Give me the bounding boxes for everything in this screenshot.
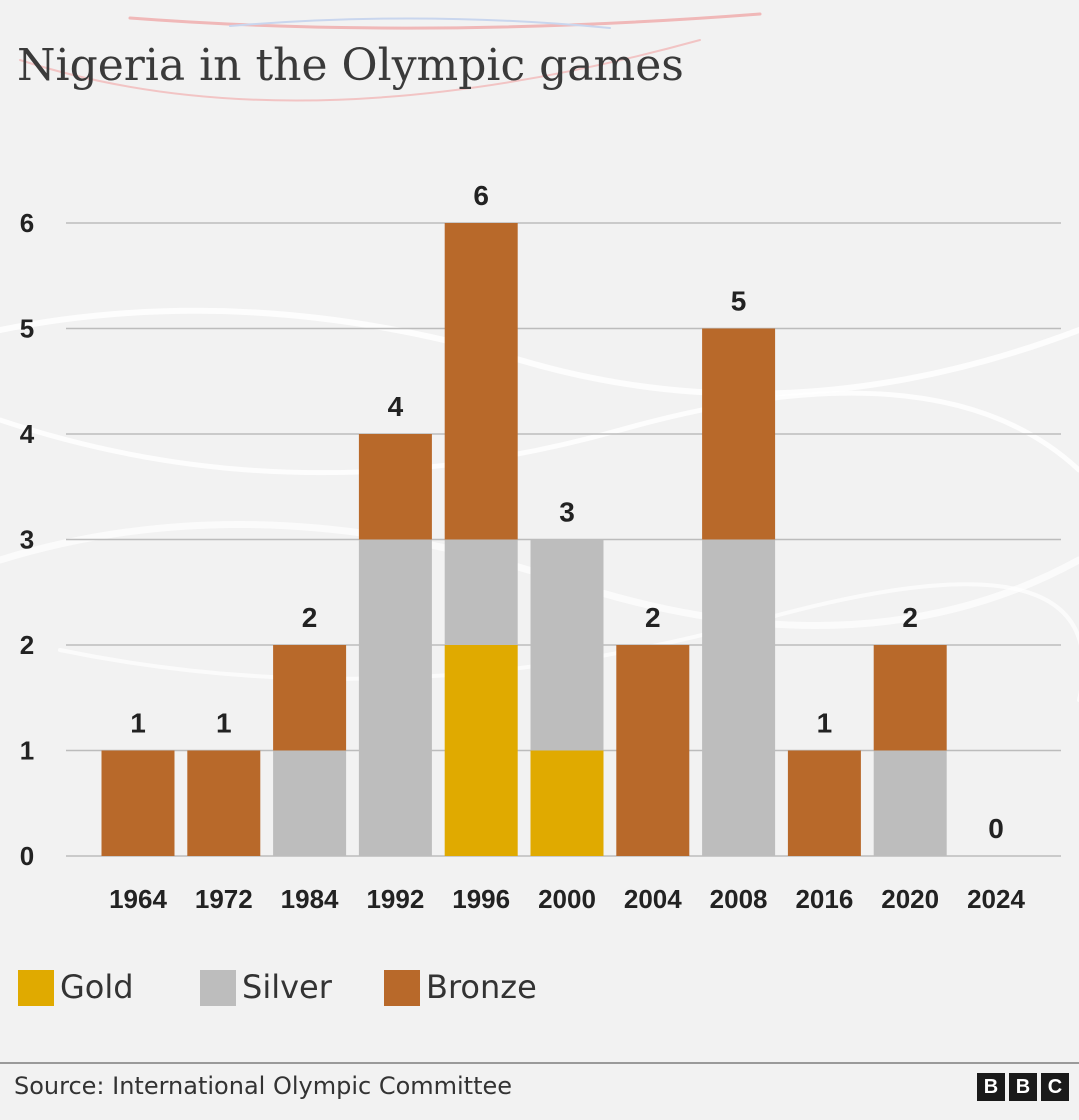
bars [101, 223, 947, 856]
bar-bronze-2016 [787, 750, 861, 856]
bar-gold-1996 [444, 645, 518, 856]
y-axis: 0 1 2 3 4 5 6 [20, 208, 35, 871]
y-tick-label: 1 [20, 736, 34, 766]
x-tick-label: 1972 [195, 884, 253, 914]
bar-bronze-2008 [702, 328, 776, 540]
total-label-1984: 2 [302, 602, 318, 633]
legend-label-bronze: Bronze [426, 968, 537, 1006]
legend-swatch-bronze [384, 970, 420, 1006]
bar-silver-2008 [702, 539, 776, 856]
footer-divider [0, 1062, 1079, 1064]
x-tick-label: 1984 [281, 884, 339, 914]
bar-gold-2000 [530, 750, 604, 856]
total-label-2008: 5 [731, 286, 747, 317]
bar-silver-1984 [273, 750, 347, 856]
logo-letter: B [977, 1073, 1005, 1101]
bar-bronze-2004 [616, 645, 690, 856]
legend-label-gold: Gold [60, 968, 134, 1006]
total-label-2016: 1 [817, 708, 833, 739]
total-label-1992: 4 [388, 391, 404, 422]
total-label-1964: 1 [130, 708, 146, 739]
y-tick-label: 6 [20, 208, 34, 238]
chart-title: Nigeria in the Olympic games [17, 40, 684, 91]
x-tick-label: 2008 [710, 884, 768, 914]
total-labels: 1 1 2 4 6 3 2 5 1 2 0 [130, 180, 1004, 844]
total-label-2020: 2 [902, 602, 918, 633]
bar-bronze-1972 [187, 750, 261, 856]
legend: Gold Silver Bronze [18, 968, 537, 1006]
source-note: Source: International Olympic Committee [14, 1072, 513, 1100]
bar-bronze-1996 [444, 223, 518, 540]
x-tick-label: 1996 [452, 884, 510, 914]
total-label-2000: 3 [559, 497, 575, 528]
legend-label-silver: Silver [242, 968, 333, 1006]
y-tick-label: 5 [20, 314, 34, 344]
x-tick-label: 2016 [795, 884, 853, 914]
x-tick-label: 1992 [366, 884, 424, 914]
bar-bronze-1964 [101, 750, 175, 856]
total-label-1972: 1 [216, 708, 232, 739]
x-tick-label: 2020 [881, 884, 939, 914]
bar-silver-1996 [444, 539, 518, 645]
bar-bronze-1984 [273, 645, 347, 751]
bar-bronze-1992 [358, 434, 432, 540]
logo-letter: C [1041, 1073, 1069, 1101]
bar-bronze-2020 [873, 645, 947, 751]
y-tick-label: 0 [20, 841, 34, 871]
x-tick-label: 2004 [624, 884, 682, 914]
x-tick-label: 2024 [967, 884, 1025, 914]
bbc-logo: B B C [977, 1073, 1069, 1101]
bar-silver-2020 [873, 750, 947, 856]
x-axis: 1964 1972 1984 1992 1996 2000 2004 2008 2016 2020… [109, 884, 1025, 914]
total-label-2024: 0 [988, 813, 1004, 844]
x-tick-label: 1964 [109, 884, 167, 914]
y-tick-label: 2 [20, 630, 34, 660]
total-label-2004: 2 [645, 602, 661, 633]
total-label-1996: 6 [473, 180, 489, 211]
y-tick-label: 3 [20, 525, 34, 555]
logo-letter: B [1009, 1073, 1037, 1101]
y-tick-label: 4 [20, 419, 35, 449]
x-tick-label: 2000 [538, 884, 596, 914]
bar-silver-2000 [530, 539, 604, 751]
legend-swatch-gold [18, 970, 54, 1006]
bar-silver-1992 [358, 539, 432, 856]
legend-swatch-silver [200, 970, 236, 1006]
